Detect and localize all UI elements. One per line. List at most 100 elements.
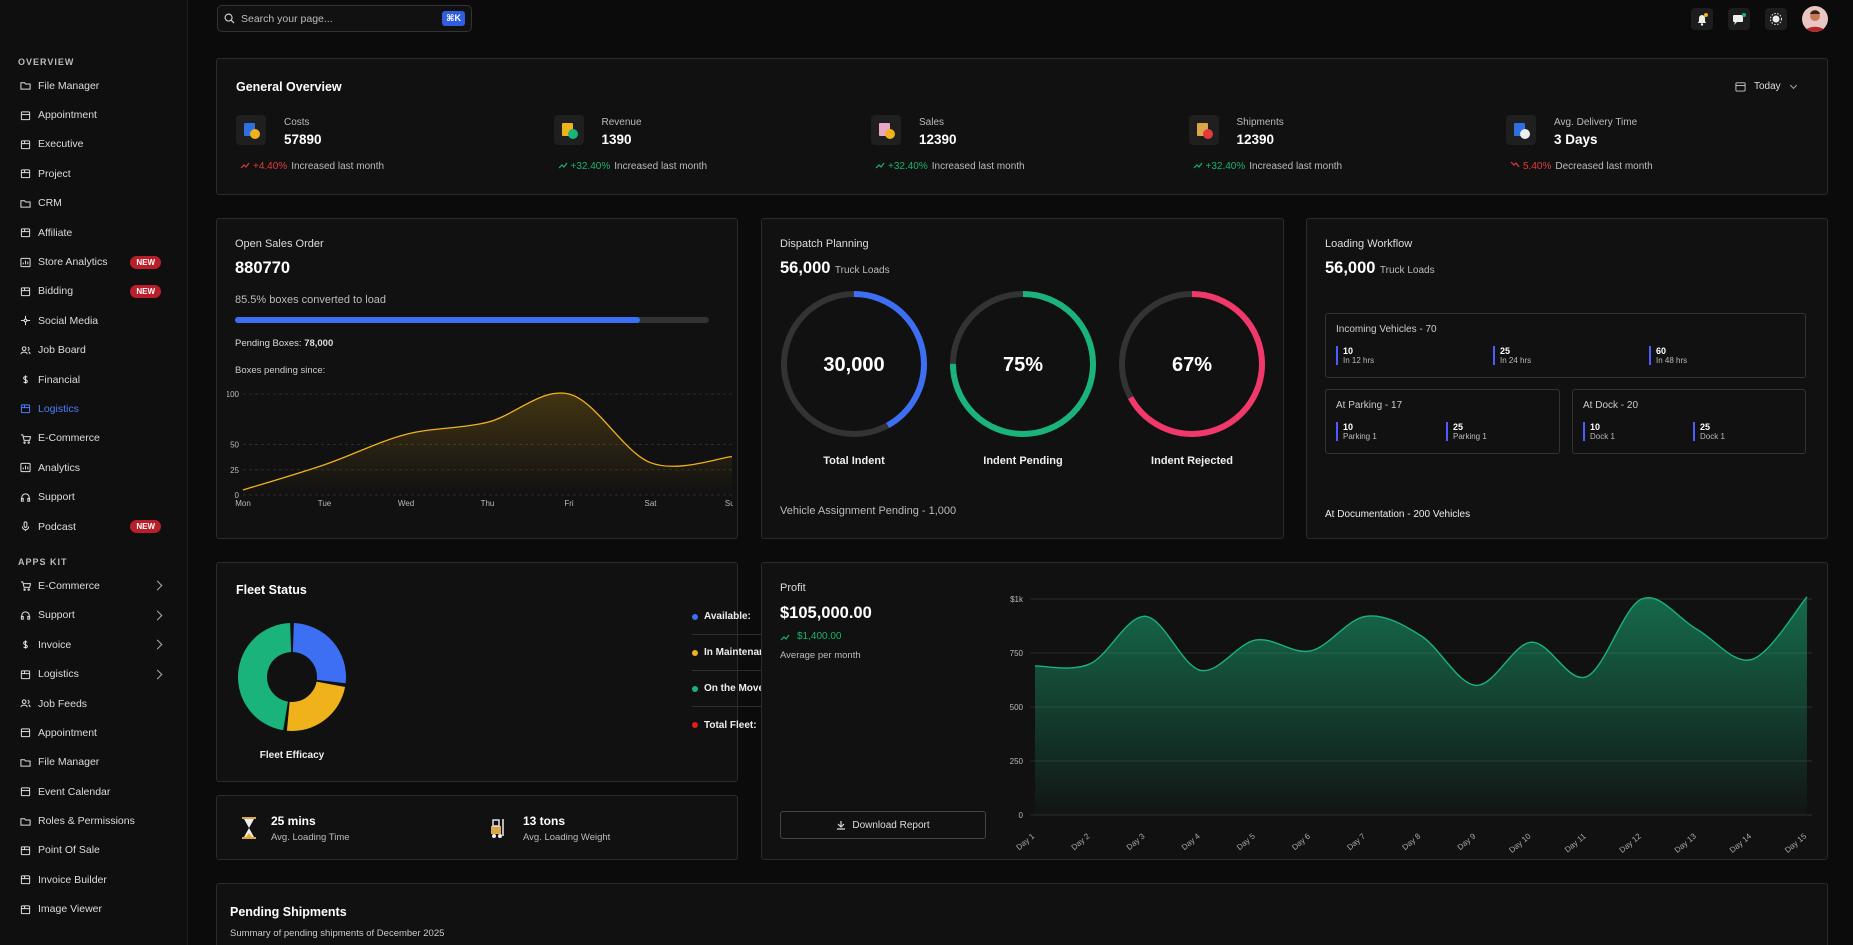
pending-value: 78,000	[304, 338, 334, 349]
mic-icon	[21, 521, 30, 532]
period-dropdown[interactable]: Today	[1735, 81, 1797, 92]
loading-workflow-card: Loading Workflow 56,000 Truck Loads Inco…	[1306, 218, 1828, 539]
chevron-right-icon	[152, 610, 163, 621]
x-tick-label: Thu	[481, 499, 495, 508]
sidebar-item-affiliate[interactable]: Affiliate	[0, 218, 187, 247]
search-box[interactable]: ⌘K	[217, 5, 472, 32]
messages-button[interactable]	[1728, 8, 1750, 30]
x-tick-label: Fri	[564, 499, 574, 508]
sidebar-item-file-manager[interactable]: File Manager	[0, 71, 187, 100]
pending-label: Pending Boxes:	[235, 338, 305, 349]
x-tick-label: Day 1	[1014, 831, 1036, 852]
share-icon	[20, 228, 31, 238]
sidebar-app-appointment[interactable]: Appointment	[0, 718, 187, 747]
documentation-footer: At Documentation - 200 Vehicles	[1325, 509, 1471, 520]
topbar: ⌘K	[188, 0, 1853, 40]
calendar-icon	[1735, 82, 1746, 92]
stat-note: Increased last month	[614, 161, 708, 172]
x-tick-label: Day 11	[1563, 831, 1588, 854]
new-badge: NEW	[130, 284, 161, 298]
series-line	[1034, 596, 1808, 687]
x-tick-label: Mon	[235, 499, 251, 508]
fleet-label: Available:	[704, 611, 751, 622]
sidebar-app-invoice[interactable]: Invoice	[0, 630, 187, 659]
y-tick-label: $1k	[1010, 595, 1024, 604]
trend-up-icon	[1193, 162, 1202, 169]
folders-icon	[20, 817, 31, 826]
sidebar-item-label: File Manager	[38, 756, 100, 769]
forklift-icon	[487, 816, 511, 840]
gavel-icon	[20, 287, 31, 297]
sidebar-item-project[interactable]: Project	[0, 159, 187, 188]
calendar-icon	[20, 787, 31, 797]
chart-box-icon	[20, 257, 31, 267]
legend-dot	[692, 685, 698, 692]
sidebar-app-support[interactable]: Support	[0, 601, 187, 630]
loading-value: 56,000	[1325, 259, 1376, 277]
y-tick-label: 100	[227, 390, 240, 399]
sidebar-item-crm[interactable]: CRM	[0, 189, 187, 218]
search-input[interactable]	[241, 12, 443, 25]
sidebar-app-invoice-builder[interactable]: Invoice Builder	[0, 865, 187, 894]
sidebar-app-image-viewer[interactable]: Image Viewer	[0, 895, 187, 924]
sidebar-item-job-board[interactable]: Job Board	[0, 336, 187, 365]
sidebar-item-e-commerce[interactable]: E-Commerce	[0, 424, 187, 453]
dispatch-value: 56,000	[780, 259, 831, 277]
sidebar-app-job-feeds[interactable]: Job Feeds	[0, 689, 187, 718]
download-label: Download Report	[852, 819, 930, 831]
sidebar-item-label: Store Analytics	[38, 256, 108, 269]
pending-boxes: Pending Boxes: 78,000	[235, 338, 333, 349]
profit-average-label: Average per month	[780, 650, 861, 661]
y-tick-label: 500	[1010, 703, 1024, 712]
sidebar-item-label: Image Viewer	[38, 903, 103, 916]
sidebar-item-label: Invoice Builder	[38, 873, 107, 886]
ring-label: Total Indent	[823, 455, 885, 467]
x-tick-label: Day 12	[1618, 831, 1644, 855]
loading-weight-label: Avg. Loading Weight	[523, 832, 611, 843]
fleet-status-card: Fleet Status Fleet Efficacy Available:20…	[216, 562, 936, 782]
sidebar-item-logistics[interactable]: Logistics	[0, 394, 187, 423]
sidebar-item-bidding[interactable]: Bidding NEW	[0, 277, 187, 306]
sidebar-item-support[interactable]: Support	[0, 482, 187, 511]
sidebar-item-label: Support	[38, 609, 75, 622]
sidebar-item-podcast[interactable]: Podcast NEW	[0, 512, 187, 541]
sidebar-item-label: Social Media	[38, 314, 99, 327]
x-tick-label: Day 2	[1070, 831, 1092, 852]
sidebar-item-social-media[interactable]: Social Media	[0, 306, 187, 335]
sidebar-app-logistics[interactable]: Logistics	[0, 659, 187, 688]
box-icon	[20, 404, 31, 414]
stat-change: +32.40% Increased last month	[558, 161, 708, 172]
sidebar-item-appointment[interactable]: Appointment	[0, 100, 187, 129]
cart-icon	[20, 581, 31, 592]
y-tick-label: 0	[1019, 811, 1024, 820]
new-badge: NEW	[130, 520, 161, 534]
incoming-title: Incoming Vehicles - 70	[1336, 324, 1437, 335]
incoming-vehicles-box: Incoming Vehicles - 70 10 In 12 hrs 25 In …	[1325, 313, 1806, 378]
download-report-button[interactable]: Download Report	[780, 811, 986, 839]
donut-slice-available	[292, 623, 346, 684]
stat-value: 1390	[601, 132, 632, 147]
x-tick-label: Day 7	[1345, 831, 1367, 852]
sidebar-item-label: Logistics	[38, 402, 79, 415]
dock-title: At Dock - 20	[1583, 400, 1639, 411]
headset-icon	[20, 611, 31, 620]
sidebar-app-e-commerce[interactable]: E-Commerce	[0, 571, 187, 600]
sidebar-app-roles-permissions[interactable]: Roles & Permissions	[0, 806, 187, 835]
sun-icon	[1770, 13, 1782, 25]
chevron-right-icon	[152, 669, 163, 680]
avatar[interactable]	[1802, 6, 1828, 32]
notifications-button[interactable]	[1691, 8, 1713, 30]
theme-toggle-button[interactable]	[1765, 8, 1787, 30]
parking-box: At Parking - 17 10 Parking 1 25 Parking 1	[1325, 389, 1560, 454]
sidebar-item-analytics[interactable]: Analytics	[0, 453, 187, 482]
sidebar-app-event-calendar[interactable]: Event Calendar	[0, 777, 187, 806]
stat-label: Sales	[919, 117, 945, 128]
sidebar-app-file-manager[interactable]: File Manager	[0, 748, 187, 777]
sidebar-item-store-analytics[interactable]: Store Analytics NEW	[0, 247, 187, 276]
incoming-item: 25 In 24 hrs	[1493, 346, 1531, 365]
sidebar-app-point-of-sale[interactable]: Point Of Sale	[0, 836, 187, 865]
sidebar-item-executive[interactable]: Executive	[0, 130, 187, 159]
sidebar-item-financial[interactable]: Financial	[0, 365, 187, 394]
period-label: Today	[1754, 81, 1781, 92]
sales-order-title: Open Sales Order	[235, 238, 324, 250]
